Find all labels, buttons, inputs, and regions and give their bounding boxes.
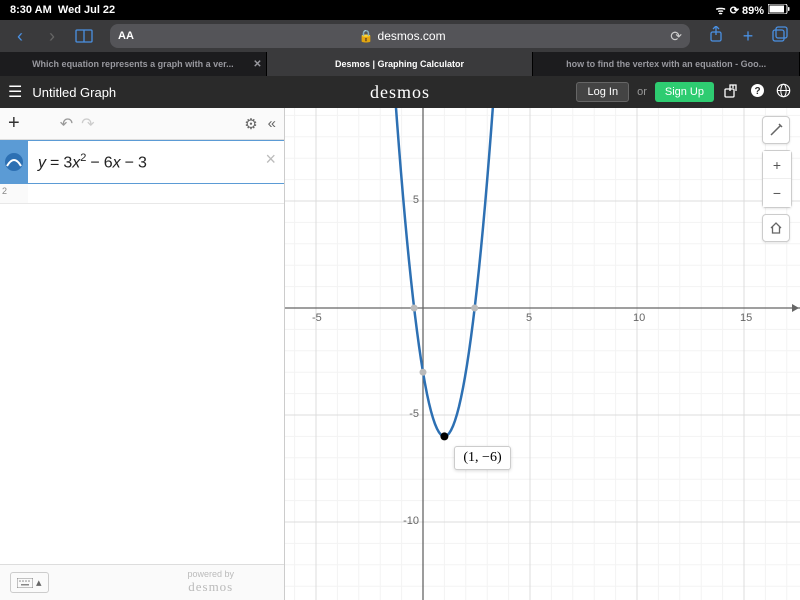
svg-text:?: ?	[754, 86, 760, 97]
undo-button[interactable]: ↶	[60, 114, 73, 134]
axis-tick-label: 5	[526, 312, 532, 324]
point-label[interactable]: (1, −6)	[454, 446, 510, 470]
expression-row[interactable]: 2	[0, 184, 284, 204]
axis-tick-label: 5	[401, 194, 419, 206]
close-icon[interactable]: ✕	[253, 59, 261, 70]
zoom-in-button[interactable]: +	[763, 151, 791, 179]
or-text: or	[637, 86, 647, 98]
browser-tab[interactable]: Desmos | Graphing Calculator	[267, 52, 534, 76]
signup-button[interactable]: Sign Up	[655, 82, 714, 102]
menu-button[interactable]: ☰	[8, 82, 32, 102]
delete-expression-button[interactable]: ×	[265, 149, 276, 170]
browser-tab[interactable]: Which equation represents a graph with a…	[0, 52, 267, 76]
ios-status-bar: 8:30 AM Wed Jul 22 ᯤ ⟳ 89%	[0, 0, 800, 20]
axis-tick-label: 10	[633, 312, 645, 324]
expression-color-icon[interactable]	[4, 152, 24, 172]
home-button[interactable]	[762, 214, 790, 242]
graph-viewport[interactable]: -55101520-15-10-5510 (1, −6) + −	[285, 108, 800, 600]
graph-title[interactable]: Untitled Graph	[32, 85, 116, 100]
powered-by: powered by desmos	[187, 570, 234, 594]
reload-button[interactable]: ⟳	[670, 28, 690, 45]
share-button[interactable]	[704, 26, 728, 47]
new-tab-button[interactable]: +	[736, 26, 760, 47]
battery-text: ⟳ 89%	[730, 4, 764, 17]
wifi-icon: ᯤ	[716, 3, 726, 18]
back-button[interactable]: ‹	[8, 24, 32, 48]
browser-tab-bar: Which equation represents a graph with a…	[0, 52, 800, 76]
app-header: ☰ Untitled Graph desmos Log In or Sign U…	[0, 76, 800, 108]
language-icon[interactable]	[774, 83, 792, 101]
text-size-button[interactable]: AA	[110, 30, 134, 42]
battery-icon	[768, 4, 790, 17]
url-text: desmos.com	[378, 29, 446, 43]
graph-canvas[interactable]	[285, 108, 800, 600]
bookmarks-button[interactable]	[72, 24, 96, 48]
collapse-panel-button[interactable]: «	[268, 115, 276, 133]
forward-button[interactable]: ›	[40, 24, 64, 48]
login-button[interactable]: Log In	[576, 82, 629, 102]
browser-tab[interactable]: how to find the vertex with an equation …	[533, 52, 800, 76]
expression-input[interactable]: y = 3x2 − 6x − 3	[28, 144, 284, 180]
expression-panel: + ↶ ↷ ⚙ « y = 3x2 − 6x − 3 × 2	[0, 108, 285, 600]
expression-toolbar: + ↶ ↷ ⚙ «	[0, 108, 284, 140]
axis-tick-label: -10	[401, 515, 419, 527]
panel-footer: ▴ powered by desmos	[0, 564, 284, 600]
status-time: 8:30 AM	[10, 4, 52, 16]
settings-icon[interactable]: ⚙	[244, 115, 257, 133]
axis-tick-label: -5	[312, 312, 322, 324]
desmos-logo: desmos	[370, 82, 430, 103]
help-icon[interactable]: ?	[748, 83, 766, 101]
expression-index: 2	[0, 184, 28, 203]
tabs-button[interactable]	[768, 26, 792, 47]
share-graph-icon[interactable]	[722, 84, 740, 101]
expression-row[interactable]: y = 3x2 − 6x − 3 ×	[0, 140, 284, 184]
expression-input[interactable]	[28, 186, 284, 202]
add-expression-button[interactable]: +	[8, 112, 20, 135]
keyboard-toggle-button[interactable]: ▴	[10, 572, 49, 593]
graph-controls: + −	[762, 116, 792, 242]
url-bar[interactable]: AA 🔒 desmos.com ⟳	[110, 24, 690, 48]
graph-settings-button[interactable]	[762, 116, 790, 144]
axis-tick-label: -5	[401, 408, 419, 420]
redo-button[interactable]: ↷	[81, 114, 94, 134]
lock-icon: 🔒	[359, 29, 374, 43]
safari-toolbar: ‹ › AA 🔒 desmos.com ⟳ +	[0, 20, 800, 52]
status-date: Wed Jul 22	[58, 4, 115, 16]
zoom-out-button[interactable]: −	[763, 179, 791, 207]
axis-tick-label: 15	[740, 312, 752, 324]
